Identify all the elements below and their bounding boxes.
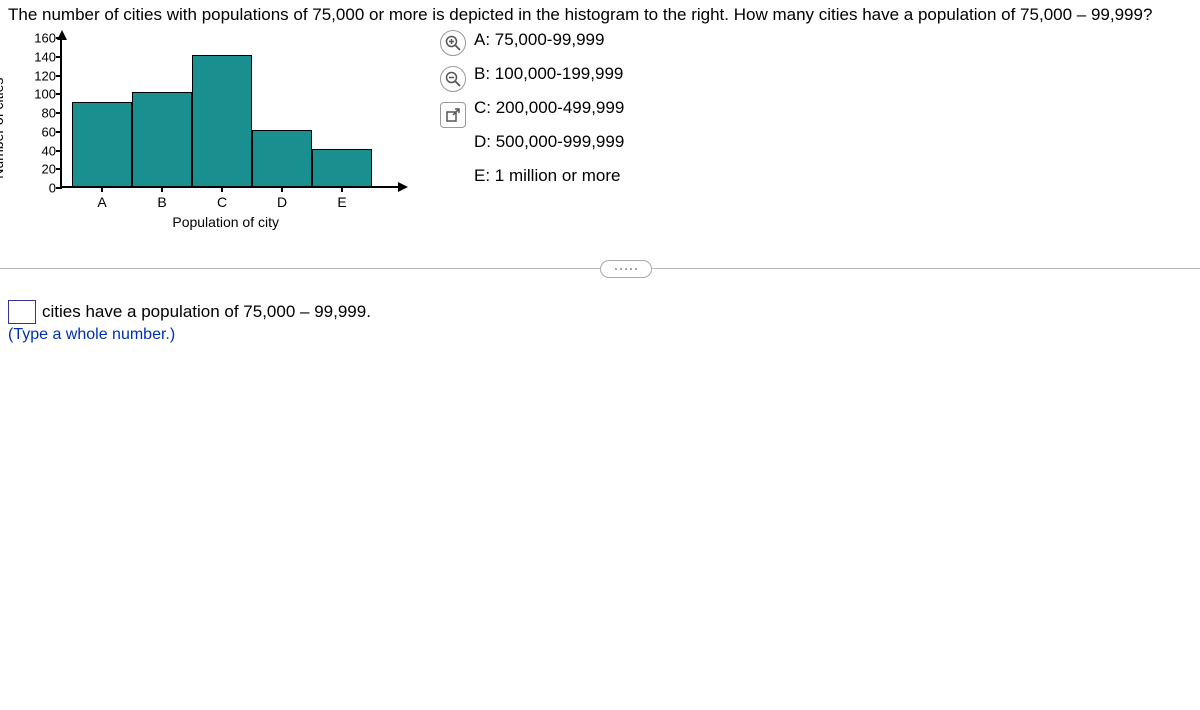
x-axis-label: Population of city	[172, 214, 279, 230]
x-tick	[281, 186, 283, 192]
y-tick	[56, 187, 62, 189]
y-tick-label: 80	[42, 106, 56, 121]
y-tick-label: 20	[42, 162, 56, 177]
zoom-in-icon[interactable]	[440, 30, 466, 56]
y-tick	[56, 112, 62, 114]
y-axis-label: Number of cities	[0, 78, 6, 179]
x-tick-label: C	[217, 194, 227, 210]
y-tick	[56, 37, 62, 39]
bar-c	[192, 55, 252, 186]
x-tick-label: B	[157, 194, 166, 210]
bar-b	[132, 92, 192, 186]
histogram-chart: Number of cities Population of city 0204…	[0, 28, 440, 238]
question-text: The number of cities with populations of…	[0, 0, 1200, 28]
answer-line: cities have a population of 75,000 – 99,…	[8, 300, 1192, 324]
legend-item-a: A: 75,000-99,999	[474, 30, 624, 50]
answer-suffix: cities have a population of 75,000 – 99,…	[42, 302, 371, 322]
bar-d	[252, 130, 312, 186]
x-tick-label: A	[97, 194, 106, 210]
y-tick-label: 140	[34, 49, 56, 64]
x-tick	[101, 186, 103, 192]
y-tick-label: 160	[34, 31, 56, 46]
y-tick-label: 0	[49, 181, 56, 196]
y-tick-label: 60	[42, 124, 56, 139]
answer-input[interactable]	[8, 300, 36, 324]
y-tick	[56, 75, 62, 77]
y-tick	[56, 168, 62, 170]
x-tick	[341, 186, 343, 192]
legend-item-c: C: 200,000-499,999	[474, 98, 624, 118]
content-row: Number of cities Population of city 0204…	[0, 28, 1200, 238]
popout-icon[interactable]	[440, 102, 466, 128]
y-tick-label: 120	[34, 68, 56, 83]
divider-handle[interactable]	[600, 260, 652, 278]
legend-item-e: E: 1 million or more	[474, 166, 624, 186]
legend-item-b: B: 100,000-199,999	[474, 64, 624, 84]
x-tick	[221, 186, 223, 192]
plot-area: Population of city 020406080100120140160…	[60, 38, 400, 188]
legend-item-d: D: 500,000-999,999	[474, 132, 624, 152]
y-tick-label: 100	[34, 87, 56, 102]
bars-container	[62, 38, 400, 186]
right-panel: A: 75,000-99,999 B: 100,000-199,999 C: 2…	[440, 28, 624, 186]
y-tick	[56, 93, 62, 95]
tool-icons	[440, 28, 474, 128]
bar-e	[312, 149, 372, 187]
legend: A: 75,000-99,999 B: 100,000-199,999 C: 2…	[474, 28, 624, 186]
y-tick	[56, 131, 62, 133]
y-tick	[56, 56, 62, 58]
section-divider	[0, 268, 1200, 288]
x-tick	[161, 186, 163, 192]
x-tick-label: D	[277, 194, 287, 210]
zoom-out-icon[interactable]	[440, 66, 466, 92]
bar-a	[72, 102, 132, 186]
x-tick-label: E	[337, 194, 346, 210]
answer-hint: (Type a whole number.)	[8, 326, 1192, 344]
y-tick	[56, 150, 62, 152]
y-tick-label: 40	[42, 143, 56, 158]
answer-area: cities have a population of 75,000 – 99,…	[0, 288, 1200, 344]
